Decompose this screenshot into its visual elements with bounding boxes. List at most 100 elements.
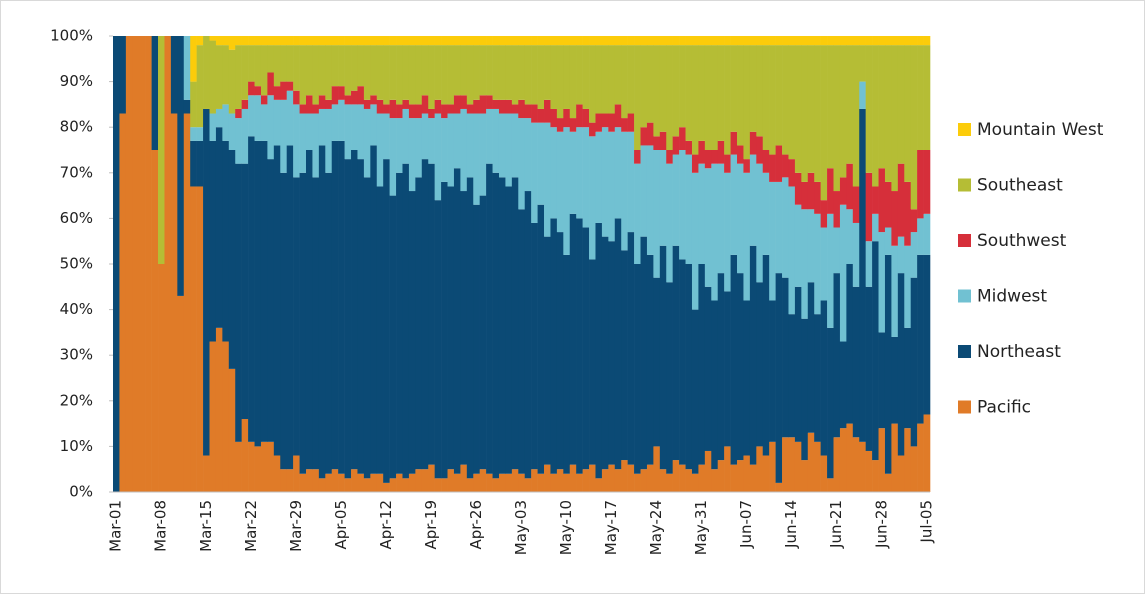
bar-segment xyxy=(904,181,912,246)
bar-segment xyxy=(402,163,410,479)
y-tick-label: 70% xyxy=(60,163,93,181)
x-tick-label: Mar-15 xyxy=(197,500,215,552)
bar-segment xyxy=(248,45,255,82)
bar-segment xyxy=(428,45,435,109)
bar-segment xyxy=(415,469,423,492)
y-tick-label: 20% xyxy=(60,391,93,409)
bar-segment xyxy=(138,36,146,492)
bar-segment xyxy=(228,113,236,150)
bar-segment xyxy=(582,127,590,228)
bar-segment xyxy=(653,150,661,278)
bar-segment xyxy=(724,446,731,492)
x-tick-label: Mar-29 xyxy=(287,500,305,552)
bar-segment xyxy=(293,455,300,492)
bar-segment xyxy=(730,254,738,465)
y-tick-label: 100% xyxy=(50,27,93,45)
bar-segment xyxy=(479,95,487,114)
bar-segment xyxy=(447,186,455,470)
bar-segment xyxy=(833,227,841,274)
bar-segment xyxy=(113,36,120,492)
bar-segment xyxy=(865,172,873,242)
bar-segment xyxy=(260,441,268,492)
bar-segment xyxy=(293,104,300,178)
bar-segment xyxy=(904,45,912,182)
bar-segment xyxy=(383,45,390,105)
bar-segment xyxy=(441,45,448,105)
bar-segment xyxy=(788,437,796,492)
x-tick-label: May-10 xyxy=(557,500,575,555)
bar-segment xyxy=(749,45,757,132)
bar-segment xyxy=(164,36,172,492)
bar-segment xyxy=(646,464,654,492)
bar-segment xyxy=(730,464,738,492)
bar-segment xyxy=(177,36,185,296)
bar-segment xyxy=(408,45,416,105)
bar-segment xyxy=(846,209,854,264)
bar-segment xyxy=(325,473,333,492)
y-tick-label: 60% xyxy=(60,209,93,227)
bar-segment xyxy=(627,36,635,46)
bar-segment xyxy=(640,236,648,470)
bar-segment xyxy=(820,455,828,492)
bar-segment xyxy=(608,45,616,114)
bar-segment xyxy=(325,172,333,474)
bar-segment xyxy=(408,36,416,46)
bar-segment xyxy=(749,131,757,155)
bar-segment xyxy=(659,150,667,246)
bar-segment xyxy=(132,36,140,492)
x-tick-label: May-17 xyxy=(602,500,620,555)
bar-segment xyxy=(666,45,673,151)
bar-segment xyxy=(498,473,506,492)
bar-segment xyxy=(222,140,230,342)
bar-segment xyxy=(428,163,435,465)
bar-segment xyxy=(531,469,538,492)
bar-segment xyxy=(351,45,358,91)
bar-segment xyxy=(839,204,847,342)
bar-segment xyxy=(743,45,751,160)
bar-segment xyxy=(698,140,706,164)
bar-segment xyxy=(441,181,448,479)
bar-segment xyxy=(505,45,513,100)
bar-segment xyxy=(897,45,905,164)
bar-segment xyxy=(762,45,770,151)
bar-segment xyxy=(389,36,397,46)
bar-segment xyxy=(923,45,931,151)
bar-segment xyxy=(209,40,217,114)
bar-segment xyxy=(621,118,628,132)
bar-segment xyxy=(248,36,255,46)
bar-segment xyxy=(794,286,802,442)
bar-segment xyxy=(775,482,783,492)
bar-segment xyxy=(782,154,789,178)
bar-segment xyxy=(827,36,834,46)
bar-segment xyxy=(807,36,815,46)
bar-segment xyxy=(814,441,821,492)
bar-segment xyxy=(273,455,281,492)
bar-segment xyxy=(505,186,513,474)
bar-segment xyxy=(222,36,230,46)
bar-segment xyxy=(634,150,641,164)
bar-segment xyxy=(884,473,892,492)
bar-segment xyxy=(331,469,339,492)
bar-segment xyxy=(833,437,841,492)
bar-segment xyxy=(299,36,307,46)
bar-segment xyxy=(646,122,654,146)
bar-segment xyxy=(254,446,262,492)
bar-segment xyxy=(331,86,339,105)
bar-segment xyxy=(717,460,725,492)
bar-segment xyxy=(801,318,809,461)
x-tick-label: May-24 xyxy=(647,500,665,555)
bar-segment xyxy=(447,113,455,187)
bar-segment xyxy=(421,95,429,114)
bar-segment xyxy=(737,460,744,492)
bar-segment xyxy=(698,36,706,46)
bar-segment xyxy=(737,163,744,274)
bar-segment xyxy=(396,172,403,474)
bar-segment xyxy=(704,36,712,46)
bar-segment xyxy=(666,473,673,492)
bar-segment xyxy=(582,108,590,128)
bar-segment xyxy=(183,113,191,493)
bar-segment xyxy=(286,145,294,470)
bar-segment xyxy=(357,104,365,160)
bar-segment xyxy=(357,36,365,46)
bar-segment xyxy=(434,200,442,479)
